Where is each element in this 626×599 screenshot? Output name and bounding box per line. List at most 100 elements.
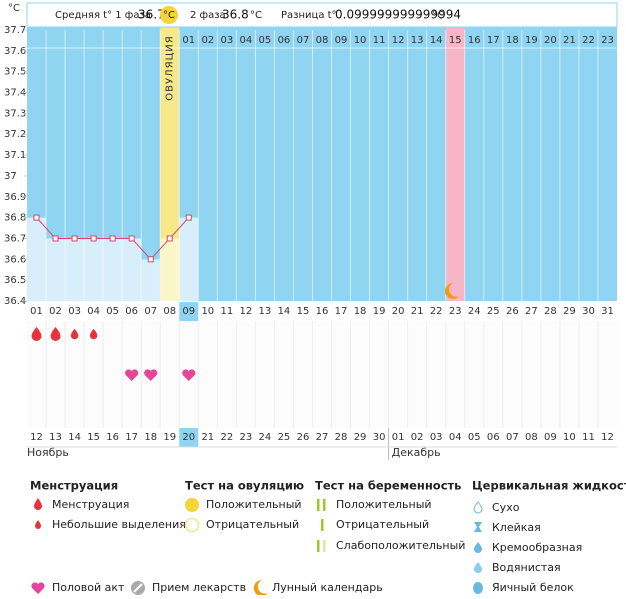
month-label: Ноябрь [27, 446, 69, 459]
selected-date [179, 428, 199, 447]
legend-item: Небольшие выделения [52, 518, 186, 531]
phase2-day-label: 10 [354, 35, 367, 46]
y-tick-label: 37.3 [4, 108, 26, 119]
y-tick-label: 36.8 [4, 213, 26, 224]
day-label: 06 [125, 306, 138, 317]
phase2-day-label: 11 [373, 35, 386, 46]
date-label: 24 [259, 432, 272, 443]
temperature-point [33, 214, 40, 221]
y-tick-label: 37.4 [4, 88, 26, 99]
temperature-point [109, 235, 116, 242]
date-label: 29 [354, 432, 367, 443]
day-label: 12 [240, 306, 253, 317]
moon-icon [444, 282, 460, 299]
date-label: 02 [411, 432, 424, 443]
temperature-point [166, 235, 173, 242]
day-label: 26 [506, 306, 519, 317]
diff-unit: °C [432, 10, 444, 21]
phase1-label: Средняя t° 1 фаза [55, 10, 151, 21]
phase2-label: 2 фаза [190, 10, 226, 21]
drop-icon [34, 498, 42, 510]
y-tick-label: 37.2 [4, 129, 26, 140]
menstruation-icon [89, 328, 98, 340]
legend-item: Менструация [52, 498, 129, 511]
date-label: 19 [163, 432, 176, 443]
day-label: 08 [163, 306, 176, 317]
legend: Менструация Менструация Небольшие выделе… [30, 479, 626, 596]
temperature-point [128, 235, 135, 242]
date-label: 14 [68, 432, 81, 443]
day-label: 23 [449, 306, 462, 317]
temperature-fill [46, 238, 66, 301]
temperature-point [185, 214, 192, 221]
diff-value: 0.099999999999994 [335, 8, 461, 22]
day-label: 18 [354, 306, 367, 317]
date-label: 08 [525, 432, 538, 443]
ovulation-column [160, 27, 180, 301]
heart-icon [125, 369, 139, 381]
legend-item: Кремообразная [492, 541, 582, 554]
date-label: 28 [335, 432, 348, 443]
legend-item: Сухо [492, 501, 520, 514]
cervical-icon [473, 582, 483, 594]
phase2-day-label: 05 [259, 35, 272, 46]
heart-icon [144, 369, 158, 381]
phase2-day-label: 02 [201, 35, 214, 46]
phase2-day-label: 23 [601, 35, 614, 46]
temperature-point [147, 256, 154, 263]
legend-item: Водянистая [492, 561, 561, 574]
day-label: 09 [182, 306, 195, 317]
legend-title: Тест на беременность [315, 479, 461, 493]
temperature-fill [27, 217, 47, 301]
phase2-day-label: 08 [316, 35, 329, 46]
heart-icon [182, 369, 196, 381]
ovulation-label: ОВУЛЯЦИЯ [165, 35, 176, 101]
day-label: 11 [220, 306, 233, 317]
y-tick-label: 37.1 [4, 150, 26, 161]
date-label: 11 [582, 432, 595, 443]
day-label: 29 [563, 306, 576, 317]
temperature-fill [141, 259, 161, 301]
phase2-day-label: 03 [220, 35, 233, 46]
day-label: 30 [582, 306, 595, 317]
y-tick-label: 36.5 [4, 275, 26, 286]
phase2-day-label: 01 [182, 35, 195, 46]
temperature-fill [160, 238, 180, 301]
test-bar [323, 499, 326, 511]
date-label: 06 [487, 432, 500, 443]
phase2-day-label: 13 [411, 35, 424, 46]
day-label: 14 [278, 306, 291, 317]
phase2-day-label: 09 [335, 35, 348, 46]
temperature-fill [65, 238, 85, 301]
day-label: 24 [468, 306, 481, 317]
day-label: 19 [373, 306, 386, 317]
moon-icon [253, 579, 268, 596]
legend-title: Тест на овуляцию [185, 479, 304, 493]
day-label: 10 [201, 306, 214, 317]
legend-item: Яичный белок [492, 581, 574, 594]
date-label: 25 [278, 432, 291, 443]
date-label: 12 [601, 432, 614, 443]
y-tick-label: 37 [4, 171, 17, 182]
drop-icon [35, 520, 41, 529]
temperature-fill [103, 238, 123, 301]
ovulation-negative-icon [184, 517, 200, 533]
legend-item: Положительный [336, 498, 432, 511]
day-label: 28 [544, 306, 557, 317]
temperature-fill [122, 238, 142, 301]
phase2-day-label: 22 [582, 35, 595, 46]
phase2-day-label: 18 [506, 35, 519, 46]
temperature-point [52, 235, 59, 242]
phase2-day-label: 06 [278, 35, 291, 46]
date-label: 03 [430, 432, 443, 443]
phase1-marker [160, 6, 178, 24]
test-bar [317, 499, 320, 511]
cervical-icon [473, 501, 483, 514]
phase2-day-label: 12 [392, 35, 405, 46]
test-bar [323, 540, 326, 552]
cervical-icon [474, 542, 482, 553]
cervical-icon [474, 562, 482, 573]
legend-item: Лунный календарь [272, 581, 383, 594]
date-label: 15 [87, 432, 100, 443]
